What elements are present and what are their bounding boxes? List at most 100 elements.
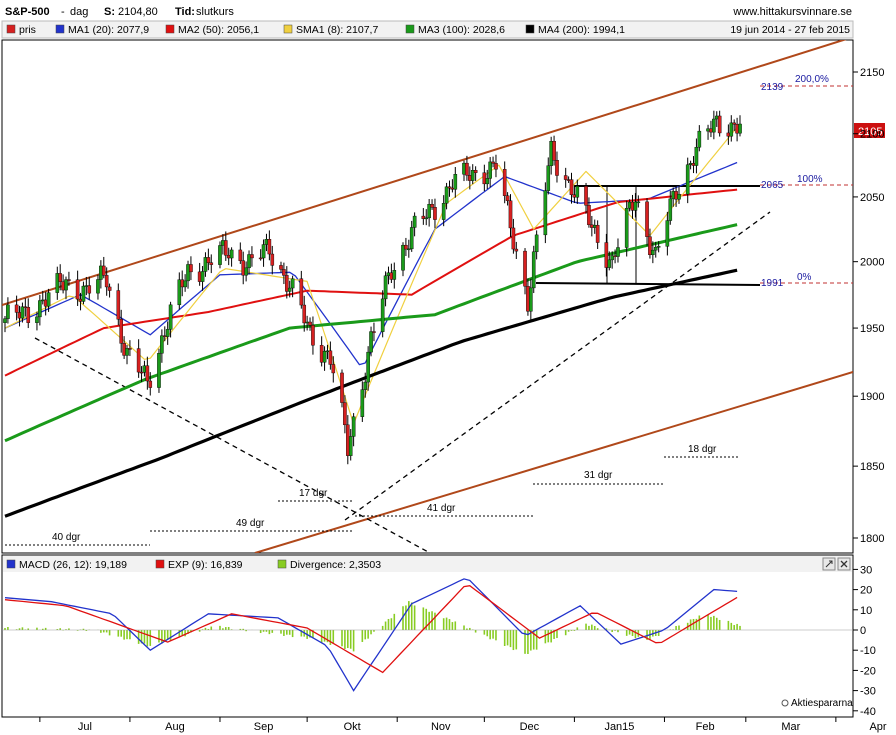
candle xyxy=(157,348,161,393)
candle xyxy=(311,316,315,355)
candle-body xyxy=(128,348,132,350)
candle xyxy=(505,192,510,206)
site-label: www.hittakursvinnare.se xyxy=(732,6,852,18)
candle xyxy=(343,395,347,434)
candle-body xyxy=(203,257,208,272)
dgr-41-label: 41 dgr xyxy=(427,503,456,514)
legend-swatch-ma4-200 xyxy=(525,24,535,34)
candle xyxy=(363,372,368,398)
candle xyxy=(412,212,417,237)
candle xyxy=(64,276,68,300)
candle xyxy=(136,339,141,378)
support-line xyxy=(535,282,761,286)
candle xyxy=(67,271,71,286)
candle xyxy=(270,245,275,275)
candle xyxy=(223,231,228,261)
candle xyxy=(104,267,109,296)
candle-body xyxy=(270,253,275,266)
candle-body xyxy=(404,244,408,250)
candle-body xyxy=(360,389,365,417)
candle xyxy=(584,182,588,214)
level-2139-label: 2139 xyxy=(761,82,784,93)
series-exp-9 xyxy=(4,585,738,674)
macd-legend-swatch-divergence xyxy=(277,559,287,569)
macd-legend-swatch-macd-26-12 xyxy=(6,559,16,569)
candle-body xyxy=(656,246,661,248)
channel-upper-line xyxy=(2,40,847,306)
legend-item-ma3-100: MA3 (100): 2028,6 xyxy=(418,24,505,36)
legend-item-pris: pris xyxy=(19,24,36,36)
candle xyxy=(218,241,222,269)
macd-y-tick-label--10: -10 xyxy=(860,645,876,657)
level-labels: 2139 200,0% 2065 100% 1991 0% xyxy=(761,74,829,289)
candle xyxy=(424,209,429,226)
y-tick-label-2050: 2050 xyxy=(860,192,884,204)
candle-body xyxy=(238,249,243,261)
x-tick-label-mar: Mar xyxy=(781,721,800,733)
candle-body xyxy=(401,244,405,271)
candle xyxy=(6,297,10,324)
candle xyxy=(677,185,681,204)
macd-y-tick-label--30: -30 xyxy=(860,686,876,698)
legend-item-ma2-50: MA2 (50): 2056,1 xyxy=(178,24,259,36)
candle xyxy=(447,180,452,197)
candle-body xyxy=(26,307,31,323)
candle-body xyxy=(258,257,263,260)
candle xyxy=(165,321,170,345)
candle-body xyxy=(148,380,153,388)
macd-y-tick-label--20: -20 xyxy=(860,665,876,677)
last-price-tag-box xyxy=(854,123,885,138)
candle xyxy=(575,179,580,204)
candle xyxy=(470,164,475,185)
candle xyxy=(20,302,25,323)
time-label: Tid: xyxy=(175,6,195,18)
candle-body xyxy=(64,279,68,291)
last-value: 2104,80 xyxy=(118,6,158,18)
candle-body xyxy=(343,402,347,426)
candle-body xyxy=(697,130,702,148)
legend-bar: pris MA1 (20): 2077,9 MA2 (50): 2056,1 SMA1… xyxy=(1,20,854,39)
series-ma2-50 xyxy=(4,188,738,377)
candle-body xyxy=(575,186,580,198)
candle-body xyxy=(653,246,658,251)
candle-body xyxy=(58,273,62,282)
candle-body xyxy=(665,220,670,247)
candle-body xyxy=(209,262,214,265)
candle xyxy=(563,167,568,188)
candle-body xyxy=(14,304,19,313)
candle-body xyxy=(183,280,187,288)
y-tick-label-1950: 1950 xyxy=(860,323,884,335)
candle xyxy=(392,262,397,289)
x-tick-label-nov: Nov xyxy=(431,721,451,733)
candle xyxy=(502,161,507,204)
date-range: 19 jun 2014 - 27 feb 2015 xyxy=(730,24,850,36)
candle xyxy=(101,256,106,279)
x-axis: Jul Aug Sep Okt Nov Dec Jan15 Feb Mar Apr xyxy=(39,717,887,733)
candle xyxy=(250,246,254,267)
macd-legend-item-macd-26-12: MACD (26, 12): 19,189 xyxy=(19,559,127,571)
candle-body xyxy=(604,242,609,268)
candle-body xyxy=(595,224,600,243)
macd-legend-item-exp-9: EXP (9): 16,839 xyxy=(168,559,243,571)
candle xyxy=(372,322,376,342)
candle xyxy=(433,198,437,229)
y-tick-label-1850: 1850 xyxy=(860,461,884,473)
macd-legend-item-divergence: Divergence: 2,3503 xyxy=(290,559,381,571)
candle-body xyxy=(712,118,716,133)
candle xyxy=(284,266,289,299)
candle xyxy=(485,169,490,190)
pct-200-label: 200,0% xyxy=(795,74,829,85)
last-price-tag-text: 2105 xyxy=(858,126,882,138)
candle xyxy=(145,356,150,390)
candle-body xyxy=(363,381,368,390)
candle-body xyxy=(200,271,205,282)
candle-body xyxy=(125,348,129,356)
candle-body xyxy=(508,200,513,229)
candle xyxy=(473,166,478,181)
candle-body xyxy=(421,215,426,219)
candle-body xyxy=(299,278,304,306)
watermark: Aktiespararna xyxy=(781,698,853,709)
series-sma1-8 xyxy=(4,126,738,425)
candle xyxy=(148,372,153,396)
time-value: slutkurs xyxy=(196,6,234,18)
